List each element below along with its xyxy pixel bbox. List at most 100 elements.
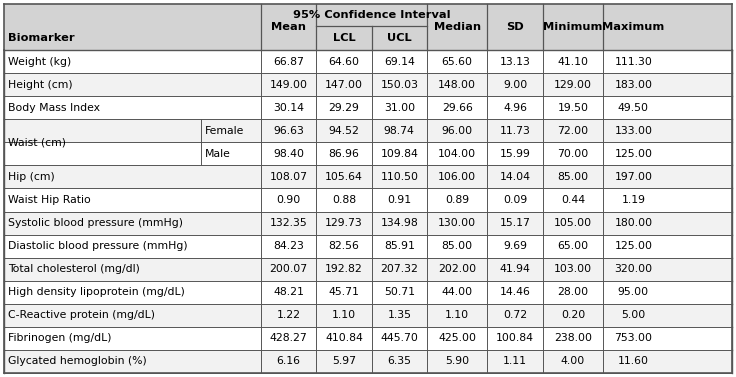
Text: 30.14: 30.14 — [273, 103, 304, 113]
Text: 110.50: 110.50 — [381, 172, 418, 182]
Bar — [4, 327, 732, 350]
Text: 29.29: 29.29 — [328, 103, 359, 113]
Text: 108.07: 108.07 — [269, 172, 308, 182]
Text: 105.64: 105.64 — [325, 172, 363, 182]
Text: 5.97: 5.97 — [332, 357, 356, 366]
Text: SD: SD — [506, 22, 524, 32]
Text: 15.17: 15.17 — [500, 218, 531, 228]
Text: 125.00: 125.00 — [615, 241, 652, 251]
Text: 1.19: 1.19 — [621, 195, 645, 205]
Text: 1.11: 1.11 — [503, 357, 527, 366]
Text: Body Mass Index: Body Mass Index — [8, 103, 100, 113]
Text: 207.32: 207.32 — [381, 264, 418, 274]
Text: 5.00: 5.00 — [621, 310, 645, 320]
Text: 14.46: 14.46 — [500, 287, 531, 297]
Text: 130.00: 130.00 — [438, 218, 476, 228]
Text: Maximum: Maximum — [602, 22, 665, 32]
Text: LCL: LCL — [333, 33, 355, 43]
Text: 14.04: 14.04 — [500, 172, 531, 182]
Text: 66.87: 66.87 — [273, 57, 304, 66]
Text: 69.14: 69.14 — [384, 57, 415, 66]
Text: Fibrinogen (mg/dL): Fibrinogen (mg/dL) — [8, 333, 111, 343]
Text: 125.00: 125.00 — [615, 149, 652, 159]
Text: 85.91: 85.91 — [384, 241, 415, 251]
Text: 104.00: 104.00 — [438, 149, 476, 159]
Text: 109.84: 109.84 — [381, 149, 418, 159]
Text: 111.30: 111.30 — [615, 57, 652, 66]
Text: Hip (cm): Hip (cm) — [8, 172, 54, 182]
Text: 0.72: 0.72 — [503, 310, 527, 320]
Text: 13.13: 13.13 — [500, 57, 531, 66]
Text: 65.60: 65.60 — [442, 57, 473, 66]
Text: Glycated hemoglobin (%): Glycated hemoglobin (%) — [8, 357, 146, 366]
Text: C-Reactive protein (mg/dL): C-Reactive protein (mg/dL) — [8, 310, 155, 320]
Text: 410.84: 410.84 — [325, 333, 363, 343]
Text: 41.10: 41.10 — [557, 57, 588, 66]
Text: 96.63: 96.63 — [273, 126, 304, 136]
Text: 0.91: 0.91 — [387, 195, 411, 205]
Text: 85.00: 85.00 — [442, 241, 473, 251]
Text: 48.21: 48.21 — [273, 287, 304, 297]
Text: 0.89: 0.89 — [445, 195, 470, 205]
Text: 86.96: 86.96 — [328, 149, 359, 159]
Text: Biomarker: Biomarker — [8, 33, 74, 43]
Text: 1.10: 1.10 — [445, 310, 470, 320]
Text: 85.00: 85.00 — [557, 172, 589, 182]
Text: 0.09: 0.09 — [503, 195, 527, 205]
Text: Systolic blood pressure (mmHg): Systolic blood pressure (mmHg) — [8, 218, 183, 228]
Text: 94.52: 94.52 — [328, 126, 359, 136]
Text: 82.56: 82.56 — [328, 241, 359, 251]
Text: 95.00: 95.00 — [618, 287, 649, 297]
Text: 192.82: 192.82 — [325, 264, 363, 274]
Text: 103.00: 103.00 — [554, 264, 592, 274]
Bar — [4, 188, 732, 211]
Text: 0.90: 0.90 — [277, 195, 301, 205]
Bar — [4, 257, 732, 281]
Bar — [4, 4, 732, 50]
Text: 9.69: 9.69 — [503, 241, 527, 251]
Text: 84.23: 84.23 — [273, 241, 304, 251]
Text: Height (cm): Height (cm) — [8, 80, 73, 90]
Text: 1.35: 1.35 — [387, 310, 411, 320]
Bar — [4, 142, 732, 166]
Text: 147.00: 147.00 — [325, 80, 363, 90]
Text: 133.00: 133.00 — [615, 126, 652, 136]
Text: 6.16: 6.16 — [277, 357, 300, 366]
Bar — [4, 211, 732, 234]
Text: 320.00: 320.00 — [615, 264, 652, 274]
Text: 19.50: 19.50 — [557, 103, 588, 113]
Text: 50.71: 50.71 — [383, 287, 415, 297]
Text: 425.00: 425.00 — [438, 333, 476, 343]
Text: Waist (cm): Waist (cm) — [8, 137, 66, 147]
Text: 180.00: 180.00 — [615, 218, 652, 228]
Text: 65.00: 65.00 — [557, 241, 589, 251]
Bar — [4, 166, 732, 188]
Text: 1.22: 1.22 — [277, 310, 300, 320]
Text: 100.84: 100.84 — [496, 333, 534, 343]
Text: 132.35: 132.35 — [270, 218, 308, 228]
Bar — [4, 119, 732, 142]
Text: Female: Female — [205, 126, 244, 136]
Text: 6.35: 6.35 — [387, 357, 411, 366]
Text: 98.74: 98.74 — [384, 126, 415, 136]
Text: 134.98: 134.98 — [381, 218, 418, 228]
Text: 197.00: 197.00 — [615, 172, 652, 182]
Text: 428.27: 428.27 — [270, 333, 308, 343]
Text: 11.73: 11.73 — [500, 126, 531, 136]
Text: 149.00: 149.00 — [269, 80, 308, 90]
Text: 96.00: 96.00 — [442, 126, 473, 136]
Text: 15.99: 15.99 — [500, 149, 531, 159]
Text: 238.00: 238.00 — [554, 333, 592, 343]
Text: 445.70: 445.70 — [381, 333, 418, 343]
Text: Minimum: Minimum — [543, 22, 603, 32]
Bar — [4, 73, 732, 96]
Text: 98.40: 98.40 — [273, 149, 304, 159]
Bar — [4, 304, 732, 327]
Bar — [4, 234, 732, 257]
Bar — [4, 96, 732, 119]
Text: 129.73: 129.73 — [325, 218, 363, 228]
Text: Male: Male — [205, 149, 230, 159]
Text: 5.90: 5.90 — [445, 357, 470, 366]
Text: 29.66: 29.66 — [442, 103, 473, 113]
Text: 49.50: 49.50 — [618, 103, 649, 113]
